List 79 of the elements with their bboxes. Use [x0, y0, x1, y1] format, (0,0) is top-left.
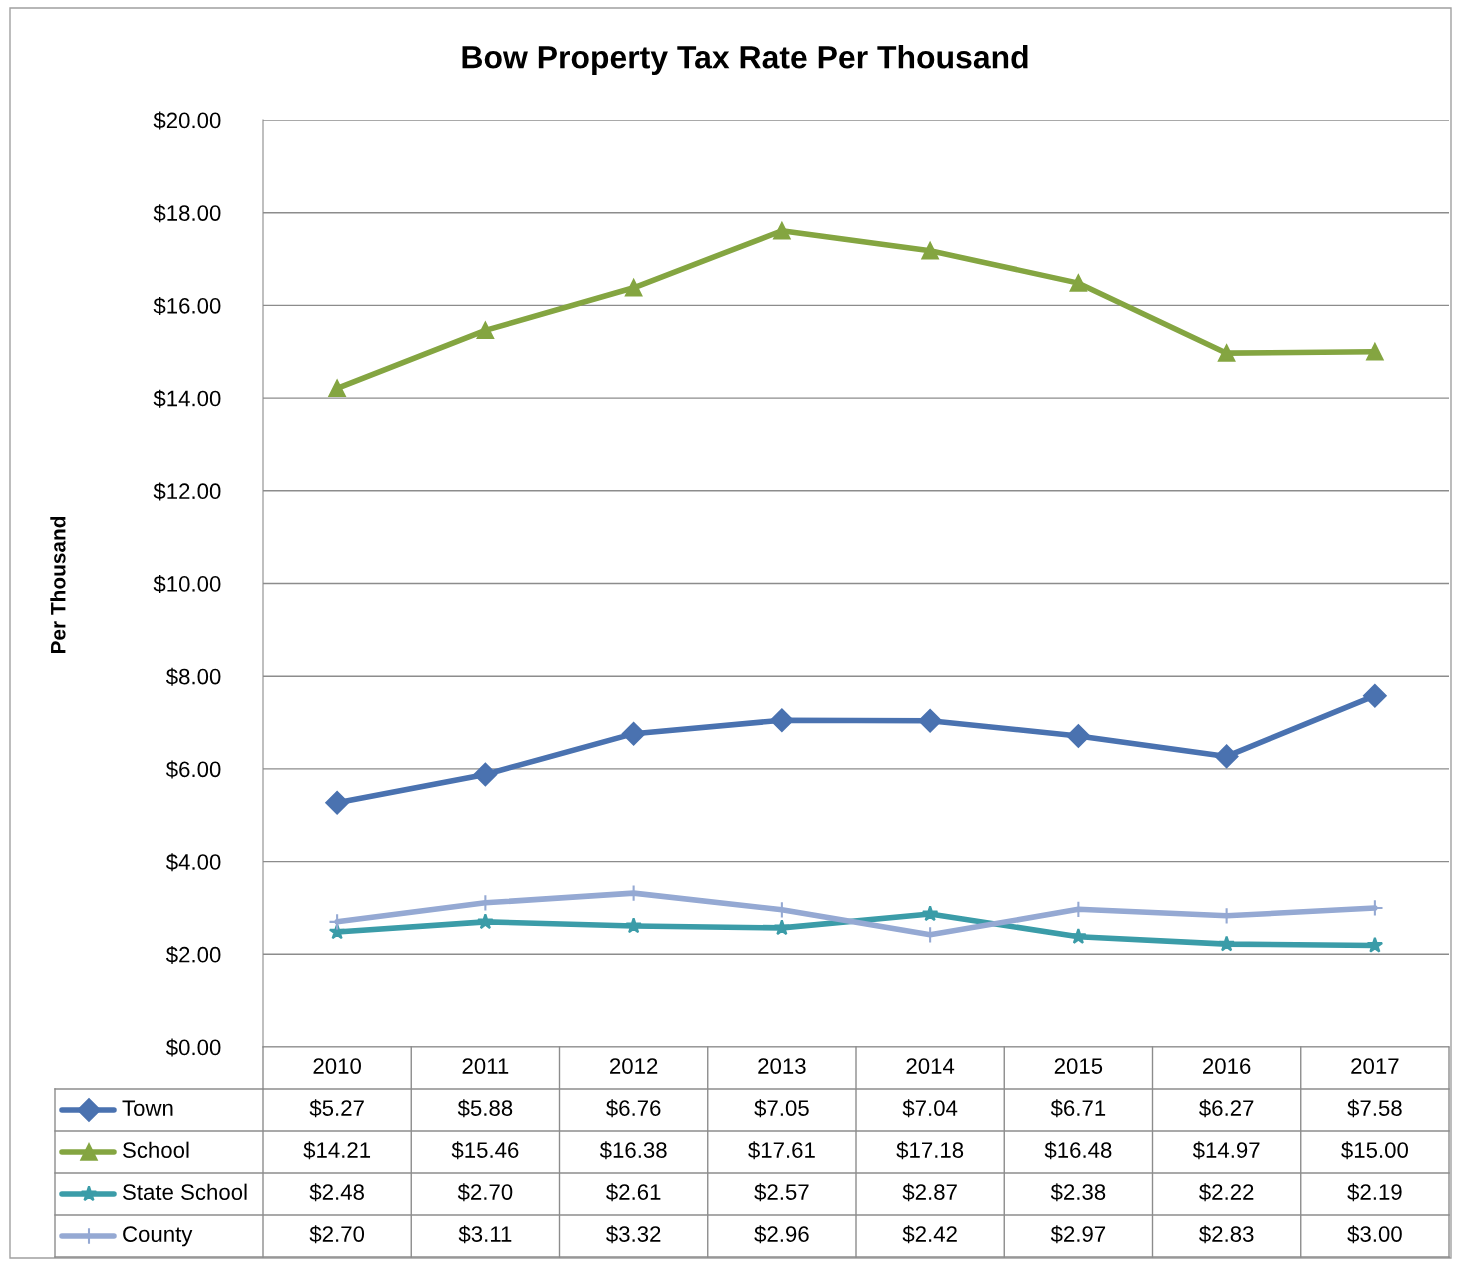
point — [1366, 936, 1384, 953]
y-tick-label: $14.00 — [153, 389, 221, 408]
point — [770, 708, 794, 733]
data-label: $7.58 — [1347, 1099, 1402, 1118]
data-label: $2.70 — [309, 1225, 365, 1244]
data-label: $6.71 — [1050, 1099, 1106, 1118]
point — [1363, 683, 1387, 708]
x-tick-label: 2010 — [313, 1058, 361, 1074]
point — [921, 905, 939, 922]
point — [476, 321, 495, 340]
data-label: $16.38 — [599, 1141, 667, 1160]
point — [921, 242, 939, 260]
data-label: $3.11 — [458, 1225, 512, 1244]
data-label: $17.18 — [896, 1141, 964, 1160]
point — [624, 279, 643, 297]
chart-title: Bow Property Tax Rate Per Thousand — [462, 45, 1028, 75]
x-tick-label: 2011 — [462, 1058, 509, 1074]
data-label: $17.61 — [748, 1141, 815, 1160]
y-tick-label: $10.00 — [153, 575, 221, 594]
y-axis-title: Per Thousand — [50, 516, 66, 654]
data-label: $2.57 — [754, 1183, 809, 1202]
y-tick-label: $8.00 — [165, 667, 221, 686]
y-tick-label: $6.00 — [165, 760, 221, 779]
data-label: $2.22 — [1199, 1183, 1254, 1202]
y-tick-label: $0.00 — [165, 1038, 221, 1057]
data-label: $2.38 — [1050, 1183, 1106, 1202]
legend-label: County — [123, 1226, 193, 1247]
data-label: $5.88 — [457, 1099, 513, 1118]
data-label: $2.97 — [1050, 1225, 1106, 1244]
y-tick-label: $2.00 — [165, 945, 221, 964]
data-label: $6.76 — [606, 1099, 661, 1118]
data-label: $2.19 — [1347, 1183, 1402, 1202]
point — [1214, 744, 1239, 769]
data-label: $2.61 — [606, 1183, 661, 1202]
legend-label: State School — [123, 1183, 247, 1200]
point — [1366, 343, 1384, 361]
x-tick-label: 2017 — [1351, 1058, 1399, 1074]
point — [625, 917, 642, 934]
legend-label: School — [123, 1141, 189, 1158]
x-tick-label: 2016 — [1203, 1058, 1251, 1074]
point — [328, 379, 346, 398]
legend-label: Town — [122, 1100, 173, 1116]
point — [1069, 274, 1088, 292]
data-label: $2.48 — [309, 1183, 364, 1202]
x-tick-label: 2013 — [758, 1058, 806, 1074]
point — [773, 222, 791, 240]
point — [1218, 935, 1235, 952]
x-tick-label: 2015 — [1054, 1058, 1103, 1074]
y-tick-label: $18.00 — [153, 204, 221, 223]
data-label: $15.00 — [1341, 1141, 1408, 1160]
point — [918, 708, 942, 733]
point — [773, 919, 791, 936]
data-label: $2.83 — [1199, 1225, 1254, 1244]
point — [473, 762, 498, 787]
data-label: $3.00 — [1347, 1225, 1402, 1244]
point — [325, 790, 349, 815]
point — [621, 721, 646, 746]
data-label: $14.21 — [303, 1141, 371, 1160]
point — [1217, 344, 1236, 362]
x-tick-label: 2012 — [610, 1058, 658, 1074]
data-label: $16.48 — [1044, 1141, 1112, 1160]
y-tick-label: $20.00 — [153, 111, 221, 130]
data-label: $7.05 — [754, 1099, 809, 1118]
x-tick-label: 2014 — [906, 1058, 955, 1074]
point — [477, 913, 494, 930]
y-tick-label: $16.00 — [153, 297, 221, 315]
data-label: $3.32 — [606, 1225, 661, 1244]
y-tick-label: $4.00 — [165, 853, 221, 872]
data-label: $15.46 — [451, 1141, 519, 1160]
data-label: $7.04 — [902, 1099, 958, 1118]
data-label: $2.70 — [457, 1183, 513, 1202]
data-label: $14.97 — [1192, 1141, 1260, 1160]
data-label: $2.87 — [902, 1183, 957, 1202]
point — [1066, 724, 1091, 748]
data-label: $5.27 — [309, 1099, 364, 1118]
data-label: $2.96 — [754, 1225, 809, 1244]
y-tick-label: $12.00 — [153, 482, 221, 501]
data-label: $2.42 — [902, 1225, 957, 1244]
data-label: $6.27 — [1199, 1099, 1254, 1118]
